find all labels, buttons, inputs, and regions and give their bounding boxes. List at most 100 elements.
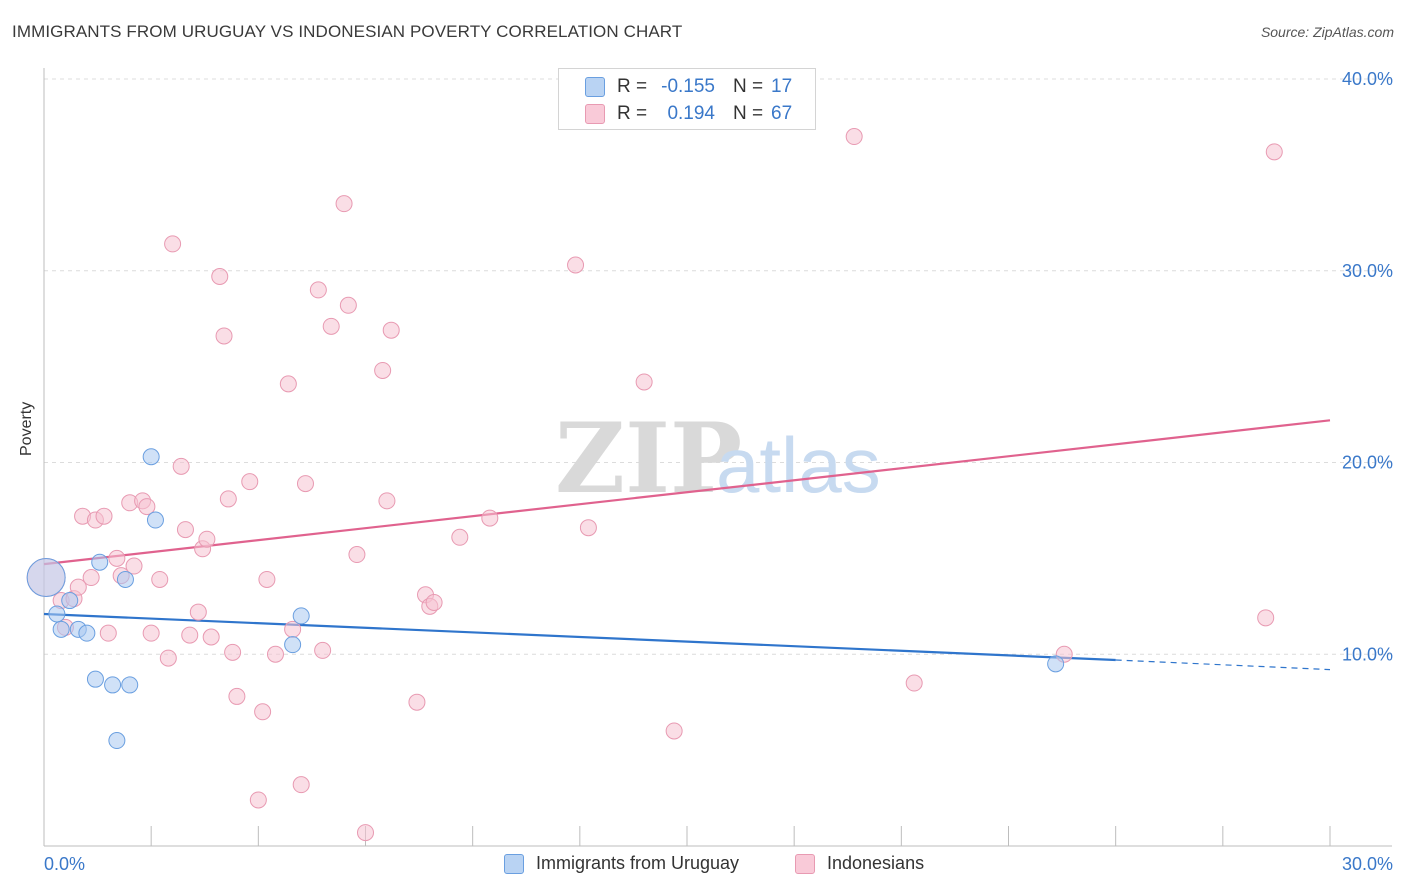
point-indonesians	[249, 791, 267, 809]
point-indonesians	[69, 578, 87, 596]
point-indonesians	[1265, 143, 1283, 161]
point-uruguay	[86, 670, 104, 688]
point-uruguay	[91, 553, 109, 571]
y-tick-label: 20.0%	[1342, 453, 1393, 473]
point-uruguay	[292, 607, 310, 625]
point-indonesians	[219, 490, 237, 508]
point-uruguay	[104, 676, 122, 694]
point-indonesians	[579, 519, 597, 537]
point-indonesians	[266, 645, 284, 663]
point-uruguay	[142, 448, 160, 466]
watermark-zip: ZIP	[555, 402, 742, 515]
point-indonesians	[258, 570, 276, 588]
point-indonesians	[374, 361, 392, 379]
point-indonesians	[905, 674, 923, 692]
point-indonesians	[451, 528, 469, 546]
point-indonesians	[339, 296, 357, 314]
point-indonesians	[635, 373, 653, 391]
point-indonesians	[211, 268, 229, 286]
point-indonesians	[665, 722, 683, 740]
point-indonesians	[408, 693, 426, 711]
trend-line-indonesians	[43, 419, 1331, 566]
point-uruguay	[52, 620, 70, 638]
point-indonesians	[164, 235, 182, 253]
trend-lines	[43, 419, 1331, 671]
point-indonesians	[138, 498, 156, 516]
y-tick-label: 40.0%	[1342, 69, 1393, 89]
point-indonesians	[382, 321, 400, 339]
stats-legend: R = -0.155 N = 17 R = 0.194 N = 67	[558, 68, 816, 130]
point-indonesians	[348, 546, 366, 564]
point-indonesians	[1257, 609, 1275, 627]
x-tick-label: 0.0%	[44, 854, 85, 874]
point-uruguay	[26, 558, 66, 598]
gridlines	[44, 78, 1392, 655]
point-indonesians	[254, 703, 272, 721]
y-tick-label: 10.0%	[1342, 644, 1393, 664]
legend-label-uruguay: Immigrants from Uruguay	[536, 853, 740, 873]
point-indonesians	[357, 824, 374, 842]
legend-n-label: N =	[733, 76, 764, 97]
trend-line-uruguay	[43, 612, 1116, 662]
point-indonesians	[215, 327, 233, 345]
legend-row-indonesians: R = 0.194 N = 67	[559, 101, 815, 129]
point-uruguay	[121, 676, 139, 694]
legend-n-value: 67	[771, 103, 793, 124]
chart-title: IMMIGRANTS FROM URUGUAY VS INDONESIAN PO…	[12, 22, 683, 41]
point-uruguay	[116, 570, 134, 588]
point-indonesians	[481, 509, 499, 527]
point-indonesians	[95, 507, 113, 525]
legend-r-label: R =	[617, 103, 648, 124]
legend-r-value: 0.194	[667, 103, 715, 124]
data-points	[26, 128, 1283, 842]
legend-label-indonesians: Indonesians	[827, 853, 925, 873]
point-indonesians	[279, 375, 297, 393]
source-label: Source: ZipAtlas.com	[1260, 24, 1394, 40]
tick-labels: 10.0% 20.0% 30.0% 40.0% 0.0% 30.0%	[44, 69, 1393, 874]
point-indonesians	[241, 473, 259, 491]
legend-swatch-indonesians	[795, 854, 815, 874]
series-legend: Immigrants from Uruguay Indonesians	[0, 852, 1406, 878]
point-indonesians	[125, 557, 143, 575]
legend-r-label: R =	[617, 76, 648, 97]
point-uruguay	[284, 636, 302, 654]
point-indonesians	[314, 641, 332, 659]
point-indonesians	[142, 624, 160, 642]
trend-line-uruguay-extension	[1115, 659, 1331, 671]
legend-swatch-uruguay	[585, 77, 605, 97]
point-indonesians	[322, 317, 340, 335]
point-indonesians	[172, 457, 190, 475]
point-indonesians	[176, 521, 194, 539]
point-indonesians	[567, 256, 585, 274]
legend-n-value: 17	[771, 76, 793, 97]
point-indonesians	[309, 281, 327, 299]
legend-swatch-uruguay	[504, 854, 524, 874]
point-indonesians	[181, 626, 199, 644]
point-indonesians	[202, 628, 220, 646]
legend-r-value: -0.155	[661, 76, 715, 97]
point-uruguay	[48, 605, 66, 623]
legend-swatch-indonesians	[585, 104, 605, 124]
y-tick-label: 30.0%	[1342, 261, 1393, 281]
point-indonesians	[224, 643, 242, 661]
legend-n-label: N =	[733, 103, 764, 124]
legend-row-uruguay: R = -0.155 N = 17	[559, 74, 815, 102]
point-indonesians	[108, 549, 126, 567]
point-uruguay	[61, 592, 79, 610]
point-uruguay	[108, 732, 126, 750]
point-indonesians	[845, 128, 863, 146]
point-uruguay	[146, 511, 164, 529]
point-indonesians	[151, 570, 169, 588]
point-indonesians	[296, 475, 314, 493]
point-indonesians	[159, 649, 177, 667]
point-indonesians	[292, 776, 310, 794]
point-uruguay	[1047, 655, 1065, 673]
point-indonesians	[189, 603, 207, 621]
point-indonesians	[335, 195, 353, 213]
point-indonesians	[425, 593, 443, 611]
point-indonesians	[198, 530, 216, 548]
point-indonesians	[82, 569, 100, 587]
x-tick-label: 30.0%	[1342, 854, 1393, 874]
